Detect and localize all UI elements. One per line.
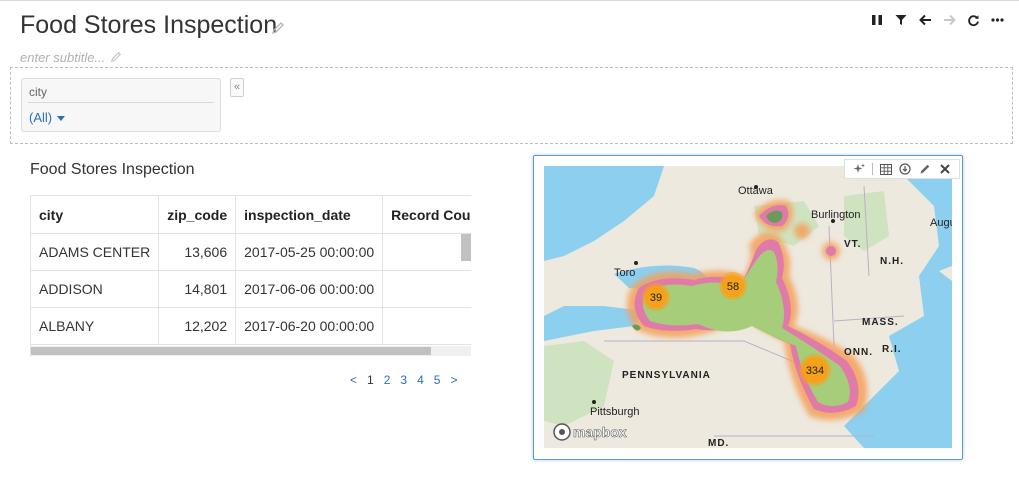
- pager-prev[interactable]: <: [350, 373, 358, 387]
- cluster-label: 334: [806, 365, 824, 377]
- download-icon[interactable]: [898, 162, 912, 176]
- cell-inspection-date: 2017-06-06 00:00:00: [235, 270, 384, 308]
- table-icon[interactable]: [879, 162, 893, 176]
- map-label-augusta: Augu: [930, 217, 952, 229]
- heatmap-map[interactable]: 39 58 334 Ottawa Burlington Augu VT. N.H…: [544, 166, 952, 448]
- filter-divider: [28, 102, 214, 103]
- table-row[interactable]: ADDISON 14,801 2017-06-06 00:00:00: [31, 270, 471, 308]
- cluster-marker-58[interactable]: 58: [719, 272, 747, 300]
- cell-city: ADAMS CENTER: [31, 233, 160, 271]
- map-label-vt: VT.: [844, 239, 861, 250]
- pager-page-5[interactable]: 5: [433, 373, 441, 387]
- cell-zip-code: 13,606: [158, 233, 237, 271]
- filter-label: city: [29, 85, 47, 99]
- column-header-city[interactable]: city: [31, 195, 160, 234]
- table-header-row: city zip_code inspection_date Record Cou…: [31, 195, 471, 234]
- column-header-zip-code[interactable]: zip_code: [158, 195, 237, 234]
- map-label-ottawa: Ottawa: [738, 185, 774, 197]
- table-row[interactable]: ADAMS CENTER 13,606 2017-05-25 00:00:00: [31, 233, 471, 271]
- filter-drop-zone: [10, 67, 1013, 144]
- table-row[interactable]: ALBANY 12,202 2017-06-20 00:00:00: [31, 307, 471, 345]
- refresh-icon[interactable]: [961, 11, 985, 29]
- top-divider: [0, 0, 1019, 1]
- lake-huron: [544, 166, 664, 261]
- map-label-nh: N.H.: [880, 256, 904, 267]
- pager-page-1[interactable]: 1: [367, 373, 374, 387]
- close-icon[interactable]: [938, 162, 952, 176]
- filter-selected-value: (All): [29, 110, 53, 125]
- cluster-label: 39: [650, 292, 662, 304]
- table-title: Food Stores Inspection: [30, 161, 195, 178]
- cell-city: ADDISON: [31, 270, 160, 308]
- column-header-inspection-date[interactable]: inspection_date: [235, 195, 384, 234]
- heatmap-core: [632, 210, 850, 406]
- cell-inspection-date: 2017-06-20 00:00:00: [235, 307, 384, 345]
- more-icon[interactable]: [985, 11, 1009, 29]
- arrow-left-icon[interactable]: [913, 11, 937, 29]
- lake-erie: [544, 306, 644, 341]
- cell-record-count: [382, 307, 471, 345]
- map-label-conn: ONN.: [844, 347, 873, 358]
- cell-zip-code: 14,801: [158, 270, 237, 308]
- collapse-filters-button[interactable]: «: [230, 78, 244, 97]
- sparkle-icon[interactable]: [852, 162, 866, 176]
- filter-dropdown[interactable]: (All): [29, 110, 66, 125]
- map-widget[interactable]: 39 58 334 Ottawa Burlington Augu VT. N.H…: [533, 155, 963, 460]
- pager-page-4[interactable]: 4: [417, 373, 424, 387]
- pager-next[interactable]: >: [450, 373, 458, 387]
- map-label-pittsburgh: Pittsburgh: [590, 406, 640, 418]
- city-filter[interactable]: city (All): [21, 78, 221, 132]
- cluster-label: 58: [727, 281, 739, 293]
- page-title: Food Stores Inspection: [20, 11, 278, 39]
- data-table: city zip_code inspection_date Record Cou…: [30, 195, 471, 357]
- state-border: [863, 185, 870, 277]
- map-label-mass: MASS.: [862, 317, 899, 328]
- cluster-marker-39[interactable]: 39: [642, 283, 670, 311]
- park-area: [844, 191, 889, 251]
- cluster-marker-334[interactable]: 334: [799, 354, 831, 386]
- edit-subtitle-pencil-icon[interactable]: [110, 51, 122, 63]
- cell-zip-code: 12,202: [158, 307, 237, 345]
- city-dot: [831, 219, 835, 223]
- pause-icon[interactable]: [865, 11, 889, 29]
- arrow-right-icon[interactable]: [937, 11, 961, 29]
- toolbar-divider: [871, 163, 873, 175]
- pencil-icon[interactable]: [918, 162, 932, 176]
- cell-record-count: [382, 270, 471, 308]
- city-dot: [592, 400, 596, 404]
- dashboard-toolbar: [865, 11, 1009, 29]
- cape-land: [939, 266, 952, 281]
- map-label-toronto: Toro: [614, 267, 635, 279]
- mapbox-logo[interactable]: mapbox: [553, 423, 627, 441]
- pagination: < 1 2 3 4 5 >: [350, 373, 457, 387]
- city-dot: [634, 261, 638, 265]
- mapbox-attribution: mapbox: [573, 424, 627, 440]
- edit-title-pencil-icon[interactable]: [271, 21, 285, 35]
- map-label-burlington: Burlington: [811, 209, 861, 221]
- pager-page-2[interactable]: 2: [383, 373, 391, 387]
- table-horizontal-scrollbar[interactable]: [31, 347, 431, 355]
- column-header-record-count[interactable]: Record Count: [382, 195, 471, 234]
- filter-icon[interactable]: [889, 11, 913, 29]
- map-widget-toolbar: [844, 159, 960, 179]
- map-label-pennsylvania: PENNSYLVANIA: [622, 370, 711, 381]
- caret-down-icon: [57, 116, 66, 122]
- cell-inspection-date: 2017-05-25 00:00:00: [235, 233, 384, 271]
- map-label-ri: R.I.: [882, 344, 902, 355]
- city-dot: [754, 185, 758, 189]
- pager-page-3[interactable]: 3: [400, 373, 408, 387]
- cell-record-count: [382, 233, 471, 271]
- cell-city: ALBANY: [31, 307, 160, 345]
- table-vertical-scrollbar[interactable]: [461, 234, 471, 261]
- park-area: [544, 341, 614, 426]
- atlantic-ocean: [844, 166, 952, 448]
- state-border: [833, 315, 905, 322]
- subtitle-placeholder[interactable]: enter subtitle...: [20, 50, 106, 65]
- map-label-md: MD.: [708, 438, 729, 448]
